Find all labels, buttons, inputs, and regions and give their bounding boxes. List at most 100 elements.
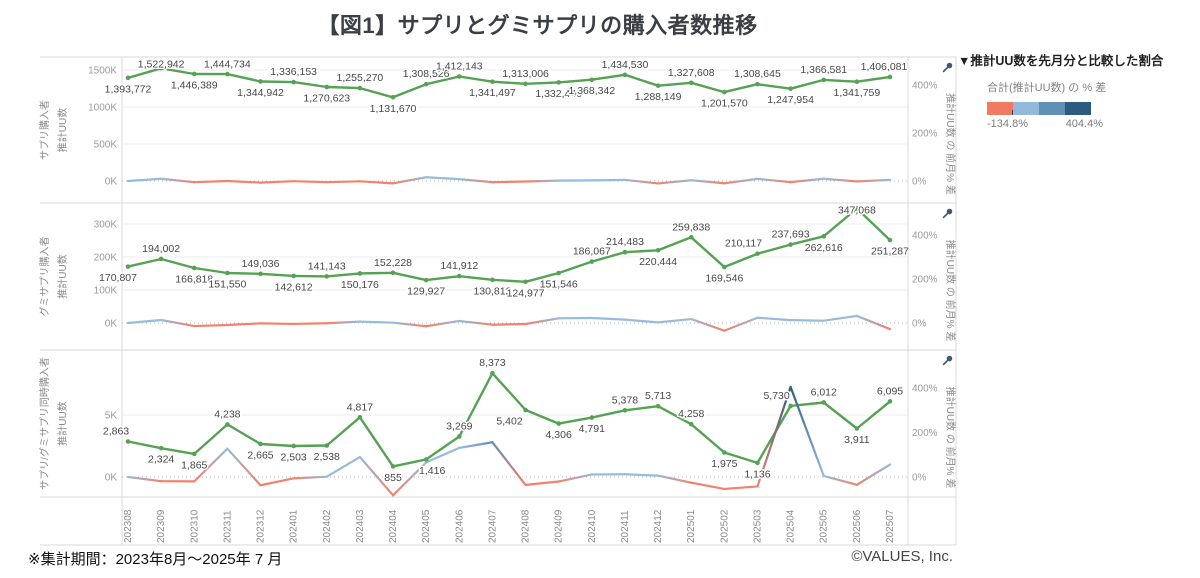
uu-point[interactable] xyxy=(589,77,595,83)
uu-data-label: 2,324 xyxy=(148,454,174,466)
uu-point[interactable] xyxy=(755,460,760,466)
pct-line-segment xyxy=(126,318,163,325)
uu-data-label: 347,068 xyxy=(838,205,876,217)
y-tick-label: 300K xyxy=(94,220,118,231)
uu-data-label: 149,036 xyxy=(242,258,280,270)
uu-point[interactable] xyxy=(258,271,263,277)
uu-point[interactable] xyxy=(655,403,661,409)
uu-point[interactable] xyxy=(655,247,661,253)
uu-point[interactable] xyxy=(457,273,462,279)
uu-point[interactable] xyxy=(490,277,495,283)
uu-point[interactable] xyxy=(854,206,860,211)
uu-point[interactable] xyxy=(887,74,893,80)
panel-supplement-buyers: 0K 500K 1000K 1500K 0% 200% 400% サプリ購入者 推計UU数 推計U… xyxy=(38,57,957,195)
uu-point[interactable] xyxy=(755,81,760,87)
pct-line-segment xyxy=(226,179,262,184)
uu-point[interactable] xyxy=(390,94,396,100)
uu-point[interactable] xyxy=(191,451,197,457)
uu-point[interactable] xyxy=(490,79,495,85)
uu-point[interactable] xyxy=(622,408,628,413)
uu-point[interactable] xyxy=(821,400,827,405)
uu-point[interactable] xyxy=(324,443,330,448)
uu-point[interactable] xyxy=(191,71,197,77)
pin-icon[interactable] xyxy=(941,62,953,74)
pin-icon[interactable] xyxy=(941,208,953,220)
uu-point[interactable] xyxy=(854,79,860,85)
uu-point[interactable] xyxy=(589,259,595,264)
uu-data-label: 2,665 xyxy=(247,449,273,461)
uu-data-label: 141,912 xyxy=(440,260,478,272)
month-label: 202401 xyxy=(289,509,300,543)
uu-point[interactable] xyxy=(390,464,396,469)
pin-icon[interactable] xyxy=(941,355,953,367)
uu-point[interactable] xyxy=(821,234,827,239)
uu-point[interactable] xyxy=(788,403,793,409)
uu-point[interactable] xyxy=(324,274,330,279)
uu-point[interactable] xyxy=(291,273,296,279)
uu-point[interactable] xyxy=(324,84,330,90)
uu-point[interactable] xyxy=(688,234,694,240)
uu-data-label: 124,977 xyxy=(507,287,545,299)
uu-point[interactable] xyxy=(821,77,827,83)
uu-point[interactable] xyxy=(523,81,528,87)
uu-point[interactable] xyxy=(490,370,495,376)
uu-point[interactable] xyxy=(225,71,230,77)
uu-point[interactable] xyxy=(457,74,462,79)
uu-point[interactable] xyxy=(622,249,628,255)
uu-point[interactable] xyxy=(125,75,131,81)
uu-point[interactable] xyxy=(158,66,164,71)
pct-line-segment xyxy=(491,441,527,486)
uu-point[interactable] xyxy=(291,443,296,449)
pct-line-segment xyxy=(325,180,362,184)
uu-point[interactable] xyxy=(887,237,893,243)
uu-point[interactable] xyxy=(423,81,429,87)
uu-point[interactable] xyxy=(158,445,164,451)
uu-point[interactable] xyxy=(622,72,628,78)
uu-point[interactable] xyxy=(556,270,561,276)
uu-point[interactable] xyxy=(854,426,860,431)
uu-point[interactable] xyxy=(357,414,363,420)
month-label: 202406 xyxy=(454,509,465,543)
uu-point[interactable] xyxy=(125,439,131,444)
uu-data-label: 4,238 xyxy=(214,408,240,420)
uu-point[interactable] xyxy=(523,279,528,285)
uu-point[interactable] xyxy=(125,264,131,269)
uu-point[interactable] xyxy=(225,270,230,276)
uu-point[interactable] xyxy=(258,441,263,447)
uu-point[interactable] xyxy=(887,399,893,404)
legend-color-segment-3 xyxy=(1065,102,1091,115)
uu-point[interactable] xyxy=(556,421,561,426)
pct-tick-label: 400% xyxy=(912,231,938,242)
uu-point[interactable] xyxy=(688,421,694,427)
month-label: 202501 xyxy=(686,509,697,543)
uu-data-label: 1,444,734 xyxy=(204,59,251,71)
uu-point[interactable] xyxy=(655,83,661,88)
uu-point[interactable] xyxy=(722,89,727,95)
uu-point[interactable] xyxy=(788,242,793,247)
uu-point[interactable] xyxy=(158,256,164,262)
uu-data-label: 4,791 xyxy=(579,423,605,435)
uu-point[interactable] xyxy=(589,415,595,420)
uu-point[interactable] xyxy=(357,85,363,91)
uu-point[interactable] xyxy=(788,86,793,91)
uu-point[interactable] xyxy=(191,265,197,271)
uu-point[interactable] xyxy=(755,251,760,256)
uu-point[interactable] xyxy=(523,407,528,413)
uu-point[interactable] xyxy=(291,79,296,85)
uu-point[interactable] xyxy=(722,264,727,270)
uu-point[interactable] xyxy=(423,457,429,462)
uu-point[interactable] xyxy=(225,422,230,427)
uu-point[interactable] xyxy=(722,450,727,455)
uu-point[interactable] xyxy=(423,277,429,283)
uu-line xyxy=(126,372,892,468)
legend-color-bar[interactable] xyxy=(987,102,1091,115)
uu-data-label: 855 xyxy=(384,472,402,484)
uu-data-label: 6,095 xyxy=(877,385,903,397)
uu-point[interactable] xyxy=(357,271,363,276)
uu-point[interactable] xyxy=(688,80,694,86)
uu-point[interactable] xyxy=(390,270,396,276)
pct-line-segment xyxy=(789,385,825,478)
uu-point[interactable] xyxy=(556,80,561,85)
uu-point[interactable] xyxy=(457,434,462,439)
uu-point[interactable] xyxy=(258,79,263,84)
